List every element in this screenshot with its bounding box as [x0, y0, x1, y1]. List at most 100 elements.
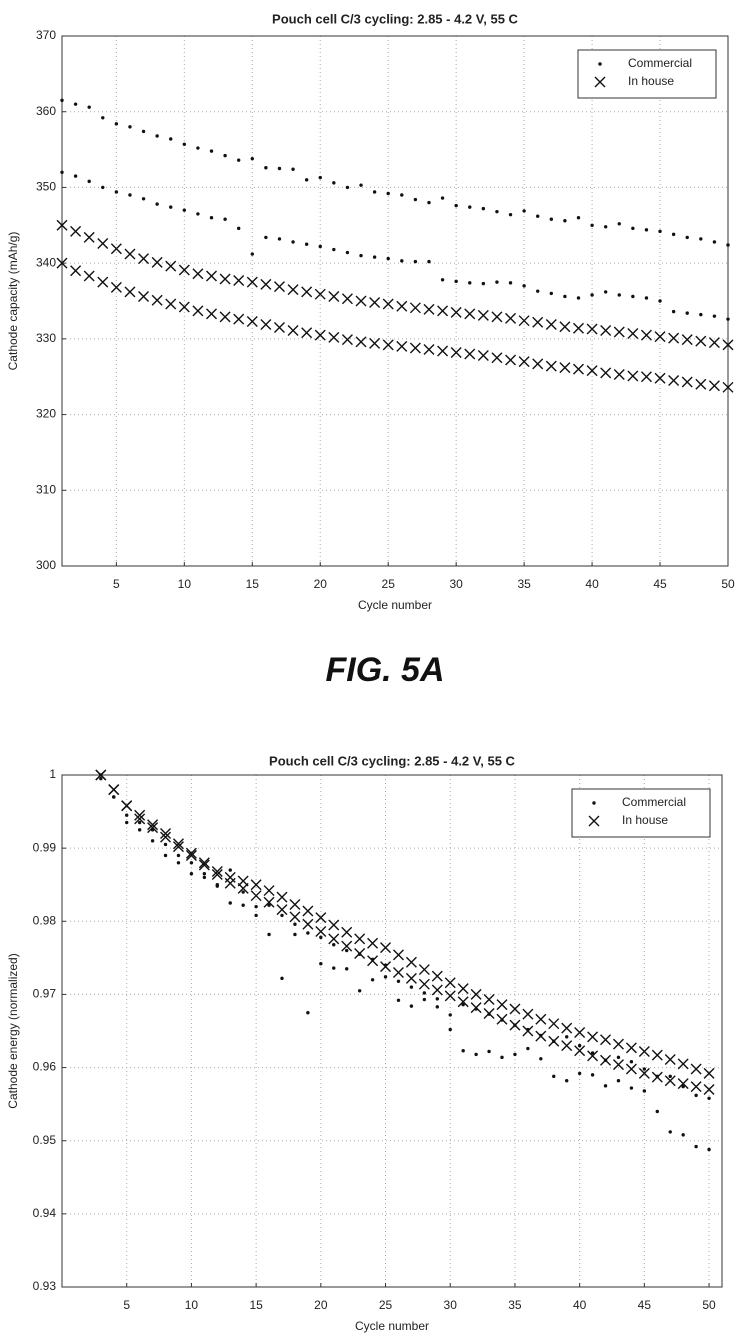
dot-marker [264, 235, 268, 240]
dot-marker [603, 1084, 608, 1088]
dot-marker [435, 1005, 439, 1009]
dot-marker [644, 296, 649, 300]
x-marker [367, 955, 379, 967]
dot-marker [590, 1073, 595, 1077]
x-marker [654, 372, 666, 384]
x-marker [315, 926, 327, 938]
dot-marker [526, 1046, 530, 1051]
x-marker [396, 300, 408, 312]
x-marker [464, 348, 476, 360]
x-marker [695, 378, 707, 390]
x-marker [178, 301, 190, 313]
x-marker [638, 1067, 650, 1079]
x-marker [263, 885, 275, 897]
x-marker [483, 1007, 495, 1019]
dot-marker [552, 1074, 556, 1079]
dot-marker [267, 903, 271, 907]
x-marker [627, 370, 639, 382]
dot-marker [461, 1049, 465, 1053]
legend-label: Commercial [628, 56, 692, 70]
x-marker [600, 367, 612, 379]
dot-marker [409, 985, 414, 989]
x-marker [444, 977, 456, 989]
x-marker [587, 1050, 599, 1062]
x-marker [392, 966, 404, 978]
dot-marker [318, 175, 322, 180]
x-marker [496, 999, 508, 1011]
dot-marker [400, 259, 404, 263]
x-marker [668, 375, 680, 386]
dot-marker [413, 259, 418, 264]
dot-marker [707, 1147, 711, 1152]
dot-marker [685, 311, 689, 315]
dot-marker [277, 166, 282, 171]
x-marker [586, 365, 598, 377]
dot-marker [699, 312, 703, 317]
dot-marker [712, 240, 717, 244]
dot-marker [642, 1067, 647, 1071]
legend-label: In house [628, 74, 674, 88]
dot-marker [536, 289, 540, 293]
x-marker [260, 318, 272, 330]
x-marker [572, 363, 584, 375]
legend-label: Commercial [622, 795, 686, 809]
dot-marker [699, 237, 703, 241]
x-marker [172, 838, 184, 850]
dot-marker [631, 226, 635, 231]
dot-marker [189, 861, 194, 865]
x-marker [613, 326, 625, 338]
x-marker [444, 990, 456, 1002]
dot-marker [112, 795, 116, 799]
x-marker [559, 321, 571, 333]
x-marker [664, 1075, 676, 1087]
x-marker [151, 256, 163, 268]
dot-marker [293, 922, 297, 926]
x-marker [97, 237, 109, 249]
dot-marker [241, 903, 245, 907]
dot-marker [293, 932, 297, 937]
x-marker [574, 1045, 586, 1057]
dot-marker [280, 913, 284, 918]
dot-marker [163, 842, 168, 847]
x-marker [545, 360, 557, 372]
x-marker [328, 933, 340, 945]
dot-marker [73, 102, 78, 106]
x-marker [110, 243, 122, 255]
legend-box [571, 788, 711, 838]
x-marker [192, 268, 204, 280]
dot-marker [236, 158, 241, 162]
dot-marker [508, 281, 513, 285]
dot-marker [155, 134, 159, 138]
dot-marker [345, 185, 350, 190]
dot-marker [468, 281, 472, 285]
x-tick-label: 30 [444, 1298, 458, 1312]
x-marker [276, 891, 288, 903]
x-marker [587, 1031, 599, 1043]
dot-marker [359, 253, 363, 258]
x-marker [70, 225, 82, 237]
x-marker [613, 368, 625, 380]
dot-marker [617, 222, 621, 226]
x-marker [594, 76, 606, 88]
dot-marker [712, 314, 717, 318]
dot-marker [440, 196, 445, 200]
x-marker [198, 859, 210, 871]
x-marker [535, 1013, 547, 1025]
x-tick-label: 35 [508, 1298, 522, 1312]
dot-marker [629, 1086, 634, 1090]
dot-marker [306, 931, 310, 935]
dot-marker [163, 853, 168, 858]
y-tick-label: 0.96 [33, 1060, 57, 1074]
dot-marker [590, 293, 594, 297]
x-marker [518, 315, 530, 327]
dot-marker [616, 1079, 621, 1083]
x-marker [612, 1038, 624, 1050]
dot-marker [372, 255, 377, 259]
dot-marker [114, 190, 119, 194]
y-tick-label: 1 [49, 767, 56, 781]
dot-marker [413, 197, 418, 202]
x-marker [496, 1013, 508, 1025]
dot-marker [155, 202, 159, 206]
x-marker [380, 942, 392, 954]
